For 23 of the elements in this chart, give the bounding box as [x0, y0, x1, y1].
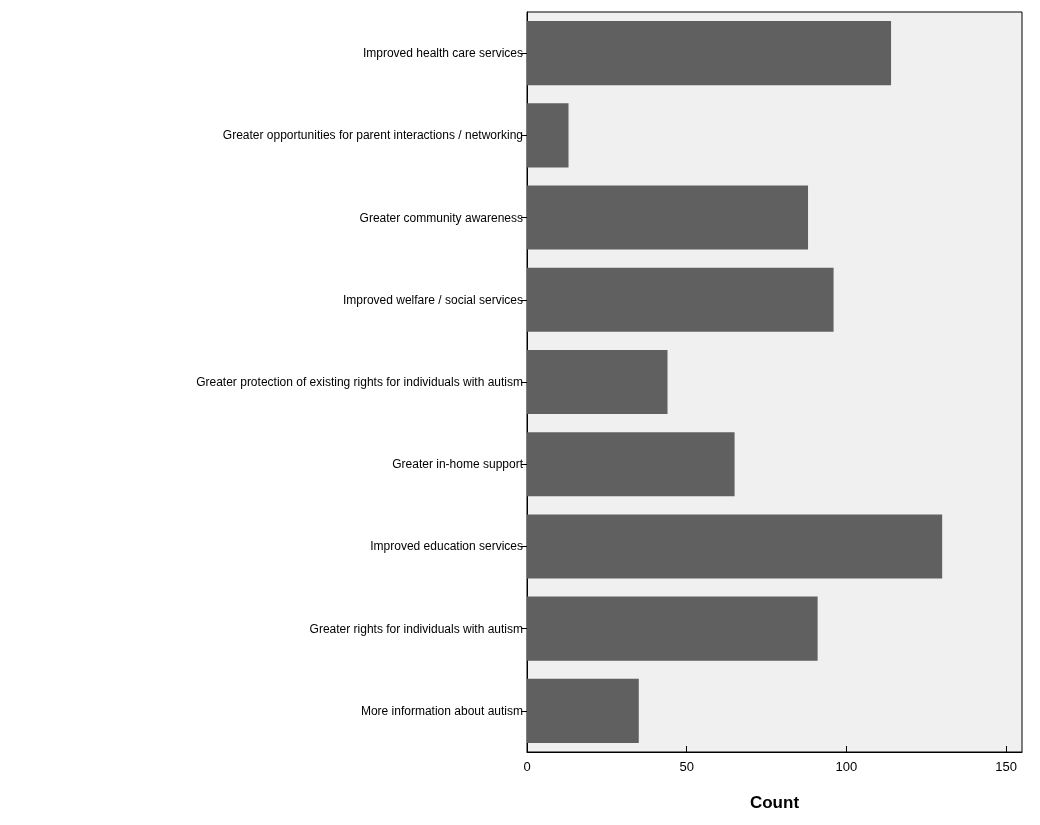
y-tick-label: Greater rights for individuals with autism [309, 621, 523, 636]
bar [527, 21, 892, 86]
y-tick-label: Greater community awareness [359, 210, 523, 225]
x-tick-label: 0 [523, 759, 531, 774]
x-tick-label: 100 [835, 759, 858, 774]
x-tick-label: 50 [679, 759, 694, 774]
y-tick-label: Greater in-home support [392, 457, 524, 472]
y-tick-label: Improved education services [370, 539, 523, 554]
bar [527, 267, 834, 332]
x-tick-label: 150 [995, 759, 1017, 774]
y-tick-label: Greater opportunities for parent interactions / networking [222, 128, 523, 143]
y-tick-label: More information about autism [360, 703, 523, 718]
bar [527, 185, 809, 250]
y-tick-label: Improved welfare / social services [342, 292, 523, 307]
x-axis-title: Count [749, 793, 800, 812]
bar [527, 678, 639, 743]
bar [527, 432, 735, 497]
bar [527, 514, 943, 579]
bar [527, 349, 668, 415]
bar [527, 596, 818, 661]
bar [527, 103, 569, 168]
y-tick-label: Improved health care services [362, 46, 523, 61]
y-tick-label: Greater protection of existing rights for individuals with autism [196, 375, 523, 389]
